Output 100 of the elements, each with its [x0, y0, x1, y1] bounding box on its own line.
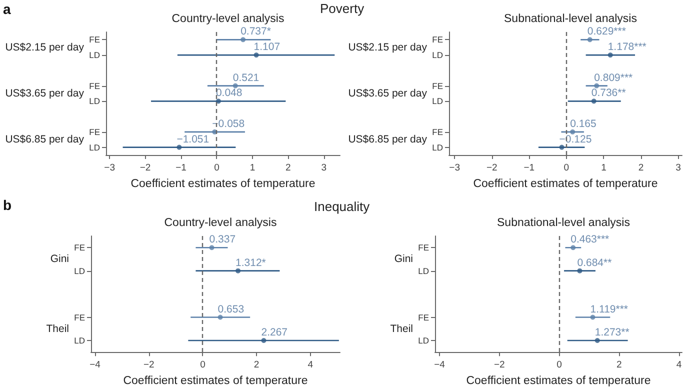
x-tick-label: −1: [524, 162, 535, 174]
y-tick-label: LD: [418, 335, 429, 346]
chart-title: Country-level analysis: [172, 13, 284, 25]
data-label: 0.809***: [594, 72, 633, 84]
data-label: 1.178***: [608, 41, 646, 54]
data-label: 0.737*: [240, 26, 271, 38]
y-tick-label: LD: [418, 266, 429, 276]
point: [218, 314, 223, 320]
x-tick-label: 2: [616, 360, 622, 371]
text: Theil: [390, 322, 413, 335]
data-label: −1.051: [176, 133, 210, 146]
x-tick-label: 1: [601, 162, 606, 174]
y-tick-label: LD: [89, 142, 100, 152]
y-tick-label: FE: [74, 242, 86, 253]
x-tick-label: −4: [434, 360, 445, 371]
data-label: 1.107: [254, 41, 280, 54]
text: b: [3, 197, 12, 213]
point: [559, 144, 564, 150]
x-tick-label: 0: [564, 162, 570, 174]
x-tick-label: 2: [286, 162, 291, 174]
x-tick-label: −2: [143, 360, 154, 371]
data-label: −0.058: [212, 118, 245, 130]
point: [232, 83, 238, 88]
y-tick-label: FE: [89, 34, 100, 45]
x-axis-title: Coefficient estimates of temperature: [123, 375, 308, 387]
x-tick-label: −1: [176, 162, 186, 174]
y-tick-label: LD: [74, 335, 85, 346]
text: Gini: [394, 253, 413, 266]
text: a: [3, 1, 11, 17]
y-tick-label: FE: [418, 312, 430, 322]
text: Poverty: [320, 1, 364, 16]
point: [236, 268, 241, 274]
x-axis-title: Coefficient estimates of temperature: [473, 178, 658, 190]
point: [261, 338, 266, 343]
y-tick-label: LD: [432, 50, 443, 60]
y-tick-label: FE: [432, 34, 444, 45]
point: [577, 268, 582, 274]
chart-title: Subnational-level analysis: [504, 13, 638, 25]
x-tick-label: −3: [104, 162, 115, 174]
text: US$6.85 per day: [348, 134, 428, 146]
point: [209, 245, 214, 250]
x-tick-label: −2: [486, 162, 498, 174]
x-tick-label: 2: [638, 162, 644, 174]
y-tick-label: LD: [74, 266, 85, 276]
x-tick-label: 3: [321, 162, 327, 174]
point: [608, 52, 613, 58]
point: [254, 52, 259, 58]
y-tick-label: FE: [74, 312, 86, 322]
text: Gini: [50, 253, 69, 266]
text: Inequality: [314, 199, 370, 214]
x-tick-label: 0: [214, 162, 220, 174]
data-label: 0.048: [216, 87, 242, 100]
y-tick-label: FE: [418, 242, 430, 253]
y-tick-label: LD: [89, 50, 100, 60]
y-tick-label: LD: [432, 142, 443, 152]
x-tick-label: 1: [250, 162, 256, 174]
point: [591, 98, 596, 104]
x-tick-label: 4: [676, 360, 682, 371]
point: [587, 37, 592, 42]
text: US$3.65 per day: [348, 88, 428, 100]
data-label: 2.267: [261, 326, 288, 338]
point: [570, 129, 576, 134]
x-tick-label: −4: [90, 360, 100, 371]
x-tick-label: −2: [494, 360, 505, 371]
x-tick-label: 3: [676, 162, 681, 174]
data-label: 0.337: [209, 234, 236, 246]
y-tick-label: LD: [89, 96, 100, 106]
data-label: 0.684**: [577, 256, 612, 269]
y-tick-label: LD: [432, 96, 443, 106]
text: US$2.15 per day: [5, 41, 85, 54]
x-tick-label: 0: [556, 360, 562, 371]
data-label: 1.119***: [590, 303, 628, 316]
y-tick-label: FE: [432, 126, 444, 137]
point: [240, 37, 246, 42]
data-label: 1.273**: [594, 326, 630, 338]
data-label: 0.521: [232, 72, 260, 84]
data-label: 1.312*: [236, 256, 266, 269]
x-tick-label: 4: [308, 360, 314, 371]
data-label: 0.653: [218, 303, 244, 316]
point: [176, 144, 182, 150]
point: [594, 338, 600, 343]
y-tick-label: FE: [89, 80, 100, 91]
data-label: 0.463***: [570, 234, 610, 246]
y-tick-label: FE: [89, 126, 100, 137]
data-label: 0.629***: [587, 26, 626, 38]
text: US$2.15 per day: [348, 41, 428, 54]
data-label: 0.736**: [591, 87, 626, 100]
chart-title: Subnational-level analysis: [497, 217, 630, 229]
data-label: 0.165: [570, 118, 597, 130]
x-axis-title: Coefficient estimates of temperature: [130, 178, 316, 190]
x-tick-label: 0: [200, 360, 206, 371]
text: US$6.85 per day: [5, 134, 85, 146]
x-tick-label: −2: [140, 162, 151, 174]
point: [216, 98, 221, 104]
x-tick-label: 2: [254, 360, 260, 371]
point: [590, 314, 596, 320]
chart-title: Country-level analysis: [164, 217, 277, 229]
text: US$3.65 per day: [5, 88, 85, 100]
y-tick-label: FE: [432, 80, 444, 91]
x-tick-label: −3: [449, 162, 460, 174]
